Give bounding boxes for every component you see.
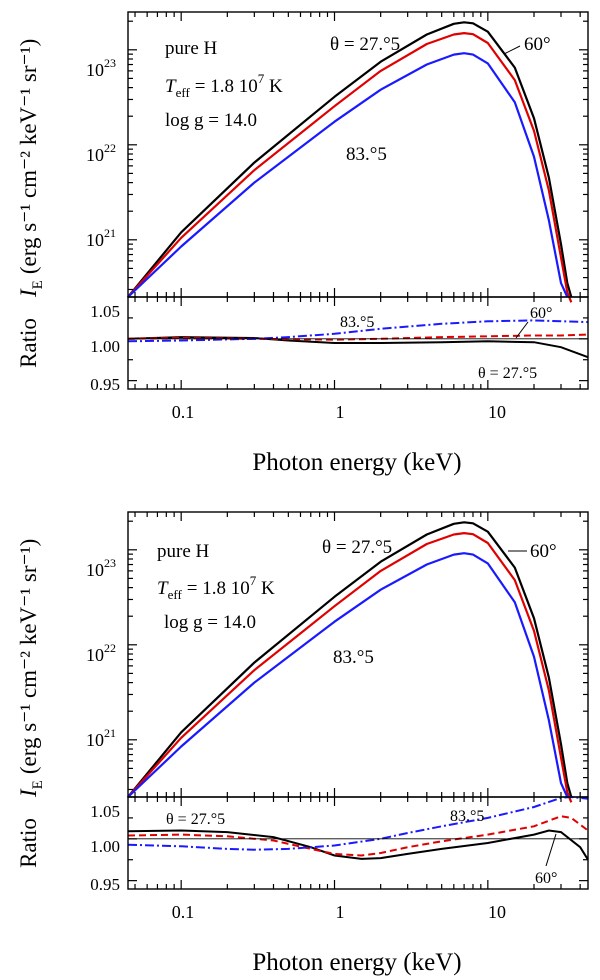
panel-2-teff: Teff = 1.8 107 K bbox=[157, 573, 275, 602]
panel-2-ratio-label-83: 83.°5 bbox=[450, 808, 484, 825]
panel-1-ratio-ticks bbox=[128, 296, 588, 389]
panel-1-ratio-tick-label: 1.05 bbox=[90, 302, 120, 321]
panel-1-xtick-label: 1 bbox=[336, 402, 345, 422]
panel-1-composition: pure H bbox=[165, 38, 218, 59]
panel-1-ytick-label: 1021 bbox=[86, 226, 116, 250]
panel-1-label-83: 83.°5 bbox=[346, 144, 387, 165]
panel-1-ratio-label: Ratio bbox=[16, 318, 41, 368]
panel-2-xlabel: Photon energy (keV) bbox=[252, 949, 461, 976]
series-line bbox=[127, 552, 569, 798]
panel-2-ratio-label-60-arrow bbox=[545, 833, 557, 867]
panel-2-xtick-label: 10 bbox=[488, 902, 506, 922]
panel-2-ratio-frame bbox=[127, 796, 589, 890]
panel-2-ytick-label: 1022 bbox=[86, 641, 116, 665]
panel-2-label-60: 60° bbox=[530, 541, 557, 562]
panel-2-xtick-label: 1 bbox=[336, 902, 345, 922]
panel-1-ratio-label-83: 83.°5 bbox=[340, 314, 374, 331]
panel-1-ratio-label-60-arrow bbox=[515, 321, 529, 339]
panel-1-ratio-label-theta: θ = 27.°5 bbox=[478, 365, 537, 382]
panel-1-ratio-frame bbox=[127, 296, 589, 390]
panel-2-ratio-label: Ratio bbox=[16, 818, 41, 868]
panel-2: 1021 1022 1023 1.05 1.00 0.95 0.1 1 10 P… bbox=[16, 511, 589, 976]
series-line bbox=[127, 32, 573, 303]
panel-2-ytick-label: 1021 bbox=[86, 726, 116, 750]
panel-2-main-series bbox=[127, 521, 573, 803]
panel-1-ytick-label: 1023 bbox=[86, 56, 116, 80]
panel-1-ratio-tick-label: 1.00 bbox=[90, 337, 120, 356]
panel-2-ratio-tick-label: 0.95 bbox=[90, 875, 120, 894]
panel-1-ratio-label-60: 60° bbox=[530, 305, 552, 322]
panel-1: 1021 1022 1023 1.05 1.00 0.95 0.1 1 10 P… bbox=[16, 11, 589, 476]
svg-text:IE(erg s⁻¹ cm⁻² keV⁻¹ sr⁻¹): IE(erg s⁻¹ cm⁻² keV⁻¹ sr⁻¹) bbox=[16, 39, 46, 298]
panel-1-label-60: 60° bbox=[524, 34, 551, 55]
panel-1-xtick-label: 0.1 bbox=[172, 402, 195, 422]
series-line bbox=[127, 21, 573, 298]
panel-1-teff: Teff = 1.8 107 K bbox=[165, 71, 283, 100]
panel-1-ytick-label: 1022 bbox=[86, 141, 116, 165]
panel-2-main-ticks bbox=[128, 512, 588, 797]
panel-1-ratio-tick-label: 0.95 bbox=[90, 375, 120, 394]
panel-2-ratio-series bbox=[127, 795, 589, 861]
panel-1-xtick-label: 10 bbox=[488, 402, 506, 422]
ratio-series-line bbox=[127, 815, 589, 857]
series-line bbox=[127, 52, 569, 298]
panel-1-xlabel: Photon energy (keV) bbox=[252, 449, 461, 476]
ratio-series-line bbox=[127, 319, 589, 343]
panel-2-label-83: 83.°5 bbox=[333, 647, 374, 668]
panel-2-ratio-tick-label: 1.05 bbox=[90, 802, 120, 821]
panel-1-label-theta: θ = 27.°5 bbox=[330, 34, 400, 55]
ratio-series-line bbox=[127, 829, 589, 861]
series-line bbox=[127, 532, 573, 803]
panel-2-logg: log g = 14.0 bbox=[164, 612, 256, 633]
panel-2-ratio-label-theta: θ = 27.°5 bbox=[166, 811, 225, 828]
ratio-series-line bbox=[127, 795, 589, 851]
svg-text:IE(erg s⁻¹ cm⁻² keV⁻¹ sr⁻¹): IE(erg s⁻¹ cm⁻² keV⁻¹ sr⁻¹) bbox=[16, 539, 46, 798]
panel-2-ratio-tick-label: 1.00 bbox=[90, 837, 120, 856]
panel-2-xtick-label: 0.1 bbox=[172, 902, 195, 922]
panel-1-ratio-series bbox=[127, 319, 589, 359]
panel-1-main-ticks bbox=[128, 12, 588, 297]
panel-1-ylabel: IE(erg s⁻¹ cm⁻² keV⁻¹ sr⁻¹) bbox=[16, 39, 46, 298]
panel-1-main-series bbox=[127, 21, 573, 303]
series-line bbox=[127, 521, 573, 798]
panel-2-ytick-label: 1023 bbox=[86, 556, 116, 580]
panel-2-ratio-label-60: 60° bbox=[535, 870, 557, 887]
panel-1-logg: log g = 14.0 bbox=[165, 110, 257, 131]
panel-2-composition: pure H bbox=[157, 541, 210, 562]
panel-2-ylabel: IE(erg s⁻¹ cm⁻² keV⁻¹ sr⁻¹) bbox=[16, 539, 46, 798]
panel-2-ratio-ticks bbox=[128, 796, 588, 889]
panel-1-label-60-arrow bbox=[503, 45, 521, 55]
panel-2-label-theta: θ = 27.°5 bbox=[322, 537, 392, 558]
